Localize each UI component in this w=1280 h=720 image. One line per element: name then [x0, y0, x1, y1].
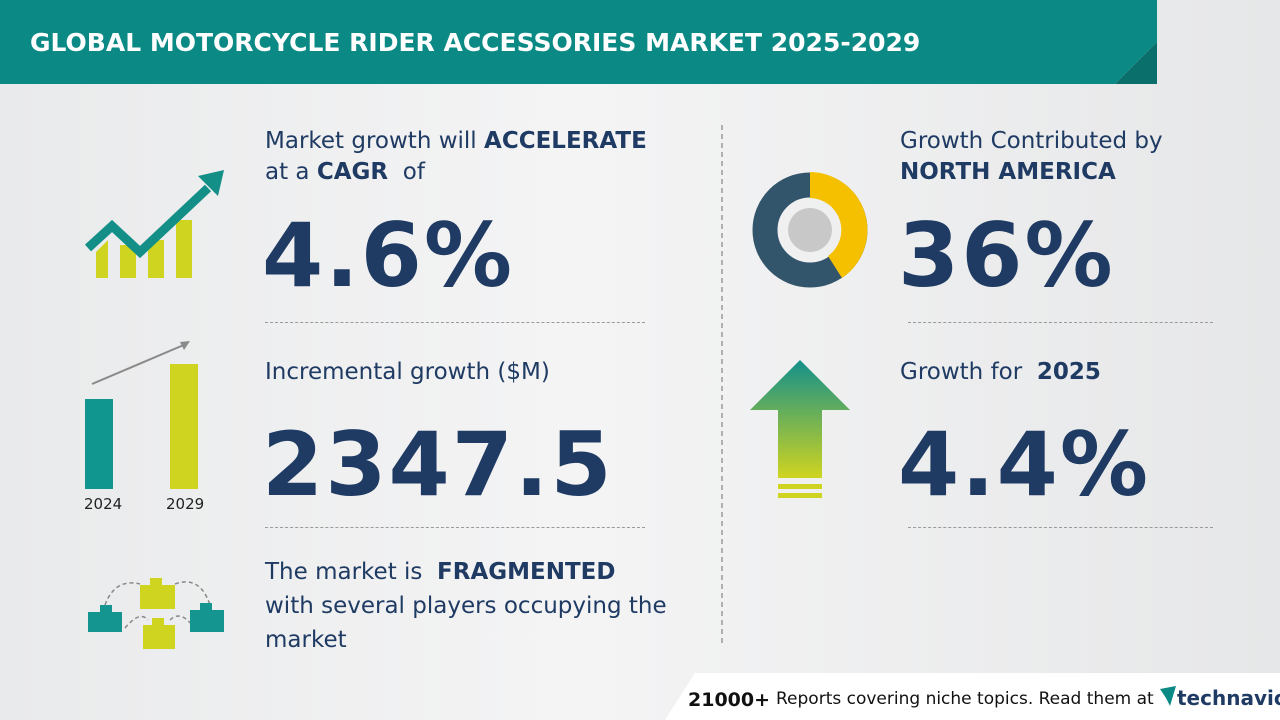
separator [265, 322, 645, 323]
yoy-label: Growth for 2025 [900, 355, 1101, 389]
title: GLOBAL MOTORCYCLE RIDER ACCESSORIES MARK… [30, 28, 921, 57]
emphasis: ACCELERATE [484, 128, 647, 154]
cagr-value: 4.6% [262, 204, 515, 307]
bars-icon [85, 341, 198, 489]
text: Growth for [900, 359, 1023, 385]
emphasis: CAGR [316, 159, 389, 185]
year-label: 2024 [84, 495, 123, 513]
year-label: 2029 [166, 495, 205, 513]
text: The market is [265, 559, 423, 585]
incremental-label: Incremental growth ($M) [265, 359, 550, 385]
separator [908, 322, 1213, 323]
header-banner [0, 0, 1157, 84]
cagr-text: at a CAGR of [265, 155, 425, 189]
banner-fold [1115, 42, 1157, 84]
text: of [402, 159, 425, 185]
region-name: NORTH AMERICA [900, 159, 1116, 185]
structure-text: The market is FRAGMENTED [265, 555, 615, 589]
incremental-value: 2347.5 [262, 413, 614, 516]
region-value: 36% [898, 204, 1115, 307]
footer-count: 21000+ [688, 689, 771, 711]
footer-bar [665, 673, 1280, 720]
buildings-icon [88, 578, 224, 649]
text: at a [265, 159, 310, 185]
donut-icon [752, 172, 868, 288]
yoy-value: 4.4% [898, 413, 1151, 516]
cagr-text: Market growth will ACCELERATE [265, 124, 647, 158]
separator [908, 527, 1213, 528]
brand[interactable]: technavio [1177, 686, 1280, 710]
structure-text: with several players occupying the marke… [265, 593, 667, 653]
region-label: Growth Contributed by [900, 128, 1163, 154]
emphasis: FRAGMENTED [437, 559, 616, 585]
separator [265, 527, 645, 528]
emphasis: 2025 [1036, 359, 1101, 385]
brand-logo [1160, 686, 1176, 706]
footer-text: Reports covering niche topics. Read them… [776, 689, 1154, 709]
growth-icon [84, 170, 224, 278]
arrow-icon [750, 360, 850, 498]
text: Market growth will [265, 128, 477, 154]
